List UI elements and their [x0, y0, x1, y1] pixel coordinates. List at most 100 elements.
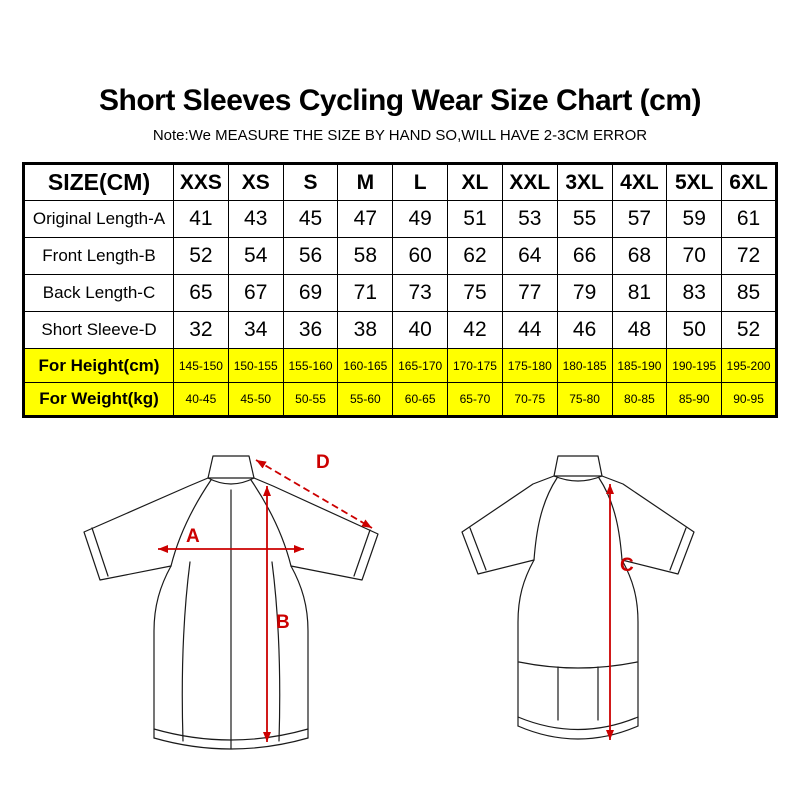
size-value-cell: 40-45: [173, 382, 229, 417]
size-value-cell: 73: [392, 274, 449, 312]
size-table-header-row: SIZE(CM) XXS XS S M L XL XXL 3XL 4XL 5XL 6XL: [23, 163, 777, 201]
size-value-cell: 175-180: [501, 348, 558, 383]
size-value-cell: 45: [282, 200, 339, 238]
size-value-cell: 60: [392, 237, 449, 275]
size-value-cell: 67: [227, 274, 284, 312]
back-right-raglan-seam: [598, 477, 623, 561]
size-value-cell: 56: [282, 237, 339, 275]
measure-note: Note:We MEASURE THE SIZE BY HAND SO,WILL…: [152, 127, 648, 144]
size-value-cell: 49: [392, 200, 449, 238]
size-table-row: Front Length-B 52 54 56 58 60 62 64 66 68 70 72: [23, 237, 777, 275]
measure-arrow-d: [255, 459, 373, 529]
back-right-sleeve: [601, 475, 695, 575]
front-measurements: A B D: [158, 452, 373, 742]
size-value-cell: 81: [611, 274, 668, 312]
size-value-cell: 43: [227, 200, 284, 238]
size-value-cell: 72: [721, 237, 777, 275]
size-value-cell: 36: [282, 311, 339, 349]
back-hem-band: [517, 716, 639, 731]
front-right-raglan-seam: [250, 479, 292, 567]
front-right-panel-seam: [271, 561, 281, 742]
size-value-cell: 52: [173, 237, 229, 275]
size-value-cell: 155-160: [282, 348, 339, 383]
back-pocket-top-seam: [518, 661, 638, 669]
size-column-header: XS: [227, 163, 284, 201]
size-value-cell: 64: [501, 237, 558, 275]
jersey-diagrams: A B D: [0, 446, 800, 794]
size-value-cell: 83: [666, 274, 723, 312]
front-left-side-seam: [153, 565, 172, 739]
size-value-cell: 77: [501, 274, 558, 312]
size-value-cell: 62: [447, 237, 503, 275]
size-value-cell: 53: [501, 200, 558, 238]
size-value-cell: 185-190: [611, 348, 668, 383]
size-value-cell: 44: [501, 311, 558, 349]
back-left-raglan-seam: [533, 477, 558, 561]
size-column-header: 4XL: [611, 163, 668, 201]
back-left-sleeve: [461, 475, 555, 575]
size-value-cell: 79: [556, 274, 613, 312]
size-value-cell: 50: [666, 311, 723, 349]
back-measurements: C: [606, 484, 634, 740]
front-right-cuff-line: [353, 529, 371, 577]
size-value-cell: 40: [392, 311, 449, 349]
back-collar: [553, 455, 603, 477]
size-table-corner-header: SIZE(CM): [23, 163, 174, 201]
size-value-cell: 75-80: [556, 382, 613, 417]
size-value-cell: 75: [447, 274, 503, 312]
size-value-cell: 85: [721, 274, 777, 312]
size-value-cell: 57: [611, 200, 668, 238]
size-value-cell: 170-175: [447, 348, 503, 383]
size-value-cell: 55: [556, 200, 613, 238]
size-table-row: For Height(cm) 145-150 150-155 155-160 160-1…: [23, 348, 777, 383]
size-table-row: For Weight(kg) 40-45 45-50 50-55 55-60 60-65 6…: [23, 382, 777, 417]
size-chart-table: SIZE(CM) XXS XS S M L XL XXL 3XL 4XL 5XL 6XL Origin…: [22, 162, 778, 418]
size-value-cell: 59: [666, 200, 723, 238]
back-left-cuff-line: [469, 527, 487, 571]
size-value-cell: 66: [556, 237, 613, 275]
size-value-cell: 160-165: [337, 348, 394, 383]
measure-label-a: A: [186, 526, 200, 547]
back-right-side-seam: [621, 559, 639, 727]
measure-label-c: C: [620, 555, 634, 576]
front-neck-seam: [207, 477, 255, 485]
size-column-header: XXS: [173, 163, 229, 201]
size-column-header: 5XL: [666, 163, 723, 201]
size-value-cell: 85-90: [666, 382, 723, 417]
size-table-row: Original Length-A 41 43 45 47 49 51 53 55 57 59 61: [23, 200, 777, 238]
size-value-cell: 60-65: [392, 382, 449, 417]
size-value-cell: 61: [721, 200, 777, 238]
jersey-back-outline: [461, 455, 695, 740]
size-value-cell: 34: [227, 311, 284, 349]
size-table-row: Short Sleeve-D 32 34 36 38 40 42 44 46 48 50 52: [23, 311, 777, 349]
size-value-cell: 32: [173, 311, 229, 349]
front-left-panel-seam: [181, 561, 191, 742]
size-value-cell: 180-185: [556, 348, 613, 383]
size-value-cell: 71: [337, 274, 394, 312]
row-label: Front Length-B: [23, 237, 174, 275]
size-column-header: L: [392, 163, 449, 201]
size-value-cell: 150-155: [227, 348, 284, 383]
size-value-cell: 70: [666, 237, 723, 275]
size-column-header: M: [337, 163, 394, 201]
back-hem: [517, 725, 639, 740]
measure-label-d: D: [316, 452, 330, 473]
front-left-cuff-line: [91, 527, 109, 577]
size-column-header: S: [282, 163, 339, 201]
size-value-cell: 51: [447, 200, 503, 238]
size-value-cell: 54: [227, 237, 284, 275]
row-label: For Height(cm): [23, 348, 174, 383]
row-label: Short Sleeve-D: [23, 311, 174, 349]
size-value-cell: 46: [556, 311, 613, 349]
size-value-cell: 70-75: [501, 382, 558, 417]
back-left-side-seam: [517, 559, 535, 727]
size-value-cell: 65-70: [447, 382, 503, 417]
size-value-cell: 48: [611, 311, 668, 349]
size-value-cell: 47: [337, 200, 394, 238]
size-value-cell: 80-85: [611, 382, 668, 417]
front-left-sleeve: [83, 477, 209, 581]
row-label: Original Length-A: [23, 200, 174, 238]
size-column-header: XL: [447, 163, 503, 201]
size-column-header: XXL: [501, 163, 558, 201]
size-value-cell: 55-60: [337, 382, 394, 417]
